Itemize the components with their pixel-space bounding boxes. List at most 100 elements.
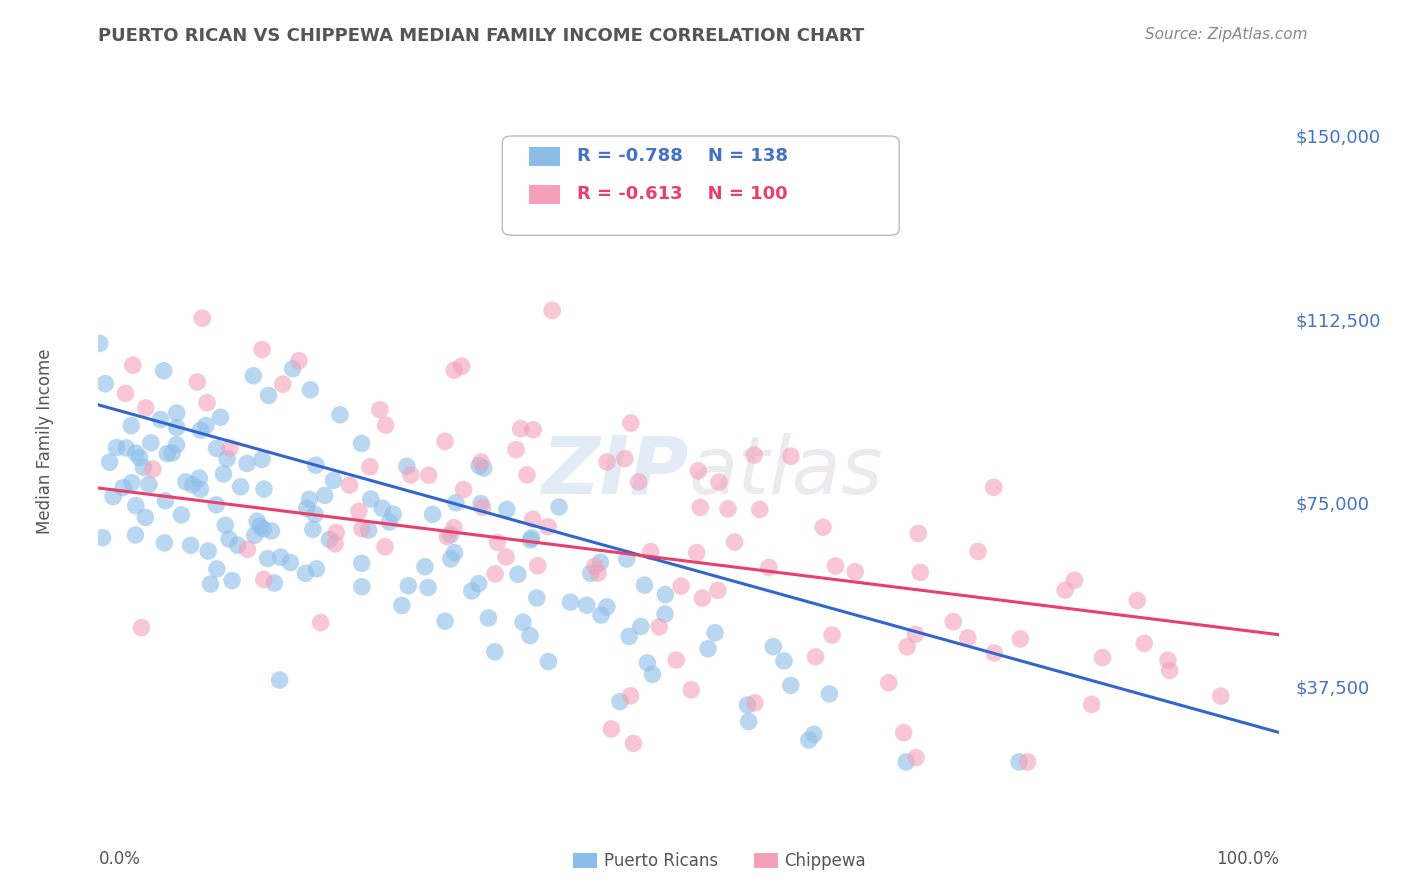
Point — [444, 496, 467, 510]
Point — [1063, 573, 1085, 587]
Point — [124, 528, 146, 542]
Point — [94, 376, 117, 391]
Point — [253, 573, 276, 587]
Point — [779, 678, 801, 692]
Point — [156, 447, 179, 461]
Point — [627, 475, 650, 489]
Point — [617, 629, 640, 643]
Point — [395, 459, 418, 474]
Point — [299, 383, 322, 397]
Point — [250, 452, 273, 467]
Point — [250, 343, 273, 357]
Point — [821, 628, 844, 642]
Point — [114, 386, 136, 401]
Point — [589, 608, 612, 623]
FancyBboxPatch shape — [574, 854, 596, 869]
Point — [302, 523, 325, 537]
Point — [219, 441, 242, 455]
Point — [586, 566, 609, 580]
Point — [134, 510, 156, 524]
Point — [896, 640, 918, 654]
Point — [907, 526, 929, 541]
Point — [579, 566, 602, 581]
Point — [620, 416, 643, 430]
Point — [180, 538, 202, 552]
Point — [681, 682, 703, 697]
Point — [252, 522, 274, 536]
Point — [758, 560, 780, 574]
Point — [1133, 636, 1156, 650]
Point — [170, 508, 193, 522]
Point — [583, 559, 606, 574]
Point — [305, 458, 328, 472]
Point — [186, 375, 208, 389]
Point — [281, 361, 304, 376]
Point — [472, 461, 495, 475]
Point — [440, 551, 463, 566]
Point — [166, 406, 188, 420]
Point — [270, 550, 292, 565]
Point — [496, 502, 519, 516]
FancyBboxPatch shape — [754, 854, 778, 869]
Point — [329, 408, 352, 422]
Point — [697, 641, 720, 656]
Point — [904, 627, 927, 641]
Point — [797, 733, 820, 747]
Point — [360, 491, 382, 506]
Point — [461, 583, 484, 598]
Point — [516, 467, 538, 482]
Point — [443, 521, 465, 535]
Point — [218, 532, 240, 546]
Point — [263, 576, 285, 591]
Text: PUERTO RICAN VS CHIPPEWA MEDIAN FAMILY INCOME CORRELATION CHART: PUERTO RICAN VS CHIPPEWA MEDIAN FAMILY I… — [98, 27, 865, 45]
Point — [121, 358, 143, 372]
Point — [243, 528, 266, 542]
Point — [468, 458, 491, 473]
Point — [692, 591, 714, 605]
Point — [128, 450, 150, 465]
Point — [512, 615, 534, 629]
Text: Puerto Ricans: Puerto Ricans — [605, 852, 718, 870]
Point — [399, 467, 422, 482]
Point — [737, 714, 759, 729]
Text: atlas: atlas — [689, 433, 884, 511]
Point — [737, 698, 759, 712]
Point — [467, 576, 489, 591]
Point — [443, 363, 465, 377]
Point — [669, 579, 692, 593]
Point — [818, 687, 841, 701]
Text: Chippewa: Chippewa — [785, 852, 866, 870]
Point — [125, 499, 148, 513]
Point — [803, 727, 825, 741]
Point — [600, 722, 623, 736]
Point — [221, 574, 243, 588]
Point — [689, 500, 711, 515]
Point — [575, 598, 598, 612]
Point — [453, 483, 475, 497]
Point — [246, 514, 269, 528]
Point — [391, 599, 413, 613]
Point — [91, 531, 114, 545]
Point — [260, 524, 283, 538]
Point — [526, 591, 548, 605]
Point — [89, 336, 111, 351]
Point — [101, 490, 124, 504]
Point — [742, 448, 765, 462]
Point — [153, 536, 176, 550]
Point — [212, 467, 235, 481]
Point — [495, 549, 517, 564]
Point — [371, 501, 394, 516]
Point — [648, 620, 671, 634]
Point — [339, 478, 361, 492]
Point — [470, 496, 492, 510]
Point — [623, 736, 645, 750]
Point — [416, 581, 439, 595]
Point — [295, 501, 318, 516]
Point — [374, 540, 396, 554]
Point — [280, 556, 302, 570]
FancyBboxPatch shape — [502, 136, 900, 235]
Point — [519, 629, 541, 643]
Point — [956, 631, 979, 645]
Point — [322, 474, 344, 488]
Point — [368, 402, 391, 417]
